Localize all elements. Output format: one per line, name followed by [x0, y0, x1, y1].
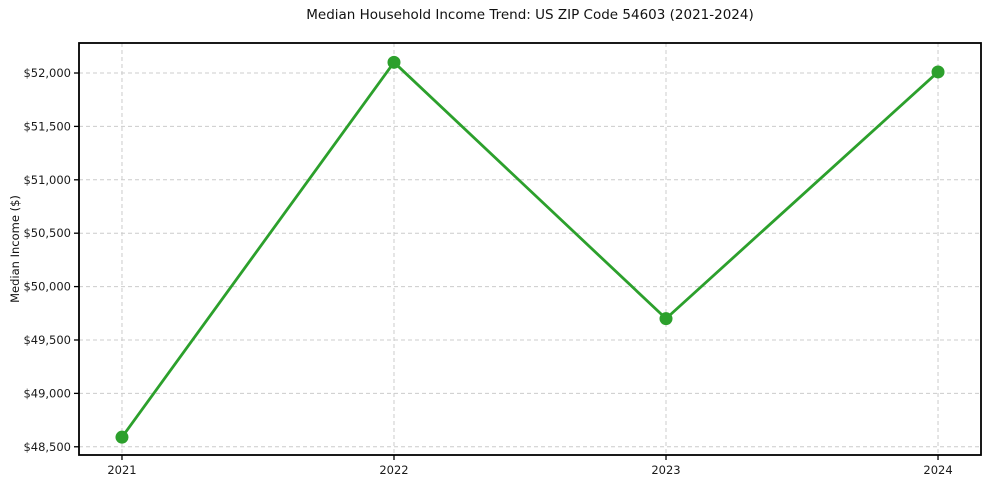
data-point-marker [387, 55, 401, 69]
data-point-marker [659, 312, 673, 326]
plot-border [78, 42, 982, 456]
y-tick-label: $49,000 [23, 386, 71, 400]
x-tick-label: 2024 [923, 463, 952, 477]
y-tick-label: $52,000 [23, 66, 71, 80]
x-tick-label: 2021 [107, 463, 136, 477]
chart-title: Median Household Income Trend: US ZIP Co… [306, 7, 754, 23]
y-tick-label: $48,500 [23, 440, 71, 454]
data-point-marker [115, 430, 129, 444]
x-tick-label: 2022 [379, 463, 408, 477]
data-point-marker [931, 65, 945, 79]
x-tick-label: 2023 [651, 463, 680, 477]
y-tick-label: $51,000 [23, 173, 71, 187]
trend-line [120, 60, 940, 439]
y-tick-label: $50,000 [23, 280, 71, 294]
y-tick-label: $50,500 [23, 226, 71, 240]
y-tick-label: $49,500 [23, 333, 71, 347]
y-tick-label: $51,500 [23, 119, 71, 133]
